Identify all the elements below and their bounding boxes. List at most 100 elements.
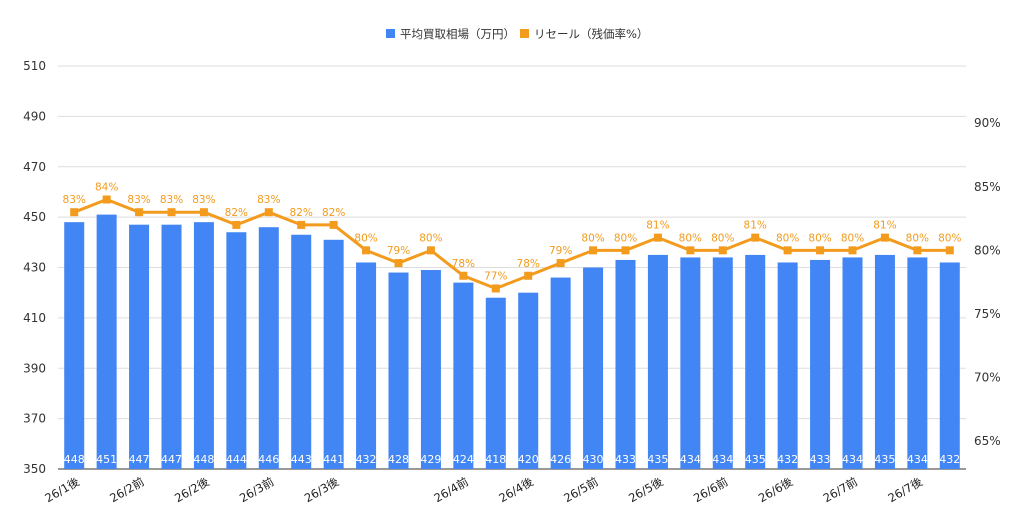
resale-point (653, 233, 662, 242)
bar-data-label: 448 (193, 453, 214, 466)
y-left-tick-label: 370 (23, 412, 46, 426)
resale-point (621, 246, 630, 255)
y-left-tick-label: 450 (23, 210, 46, 224)
bar (842, 257, 863, 469)
resale-data-label: 77% (484, 270, 507, 282)
bar-data-label: 435 (874, 453, 895, 466)
y-right-tick-label: 65% (974, 434, 1001, 448)
bar-data-label: 448 (64, 453, 85, 466)
bar-data-label: 443 (291, 453, 312, 466)
bar-data-label: 434 (712, 453, 733, 466)
resale-data-label: 80% (679, 232, 702, 244)
resale-point (167, 208, 176, 217)
resale-data-label: 80% (419, 232, 442, 244)
resale-point (297, 220, 306, 229)
resale-data-label: 82% (290, 207, 313, 219)
bar (453, 282, 474, 469)
resale-point (945, 246, 954, 255)
x-tick-label: 26/2前 (107, 474, 146, 505)
resale-point (459, 271, 468, 280)
resale-point (524, 271, 533, 280)
resale-data-label: 81% (744, 220, 767, 232)
x-tick-label: 26/5前 (561, 474, 600, 505)
y-right-tick-label: 70% (974, 370, 1001, 384)
resale-point (913, 246, 922, 255)
resale-point (394, 259, 403, 268)
bar-data-label: 434 (680, 453, 701, 466)
resale-data-label: 83% (257, 194, 280, 206)
resale-line (73, 197, 950, 290)
resale-point (329, 220, 338, 229)
resale-data-label: 83% (192, 194, 215, 206)
bar (193, 222, 214, 469)
bar-data-label: 444 (226, 453, 247, 466)
resale-data-label: 80% (354, 232, 377, 244)
bar (777, 262, 798, 469)
x-tick-label: 26/3前 (237, 474, 276, 505)
resale-point (491, 284, 500, 293)
resale-point (880, 233, 889, 242)
bar (96, 214, 117, 469)
resale-data-label: 80% (776, 232, 799, 244)
resale-data-label: 82% (322, 207, 345, 219)
x-tick-label: 26/7前 (821, 474, 860, 505)
resale-data-label: 83% (160, 194, 183, 206)
bar-data-label: 432 (777, 453, 798, 466)
bar-data-label: 451 (96, 453, 117, 466)
bar (583, 267, 604, 469)
bar-data-label: 447 (129, 453, 150, 466)
resale-data-label: 82% (225, 207, 248, 219)
bar (712, 257, 733, 469)
resale-point (102, 195, 111, 204)
bar (161, 224, 182, 469)
bar-data-label: 434 (842, 453, 863, 466)
bar (939, 262, 960, 469)
resale-data-label: 80% (938, 232, 961, 244)
y-right-tick-label: 90% (974, 116, 1001, 130)
bar (810, 259, 831, 469)
bar (64, 222, 85, 469)
resale-point (199, 208, 208, 217)
bar-data-label: 429 (420, 453, 441, 466)
bar (356, 262, 377, 469)
resale-data-label: 81% (873, 220, 896, 232)
bar-data-label: 430 (583, 453, 604, 466)
resale-data-label: 80% (581, 232, 604, 244)
resale-data-label: 80% (711, 232, 734, 244)
resale-point (135, 208, 144, 217)
bar (550, 277, 571, 469)
bar-data-label: 435 (647, 453, 668, 466)
y-right-tick-label: 80% (974, 243, 1001, 257)
resale-data-label: 83% (127, 194, 150, 206)
y-left-tick-label: 490 (23, 109, 46, 123)
bar-data-label: 420 (518, 453, 539, 466)
legend-marker (520, 29, 529, 38)
x-tick-label: 26/5後 (626, 474, 666, 505)
resale-data-label: 78% (452, 258, 475, 270)
bar-data-label: 424 (453, 453, 474, 466)
resale-point (783, 246, 792, 255)
x-tick-label: 26/2後 (172, 474, 212, 505)
bar (680, 257, 701, 469)
y-left-tick-label: 390 (23, 361, 46, 375)
resale-point (589, 246, 598, 255)
bar (485, 297, 506, 469)
x-tick-label: 26/6前 (691, 474, 730, 505)
resale-point (686, 246, 695, 255)
resale-point (556, 259, 565, 268)
bar (388, 272, 409, 469)
resale-data-label: 83% (63, 194, 86, 206)
x-tick-label: 26/1後 (42, 474, 82, 505)
resale-point (816, 246, 825, 255)
resale-point (264, 208, 273, 217)
resale-data-label: 80% (614, 232, 637, 244)
bar-data-label: 432 (356, 453, 377, 466)
resale-point (426, 246, 435, 255)
y-right-tick-label: 85% (974, 180, 1001, 194)
resale-point (751, 233, 760, 242)
resale-point (232, 220, 241, 229)
bar-data-label: 428 (388, 453, 409, 466)
resale-data-label: 84% (95, 181, 118, 193)
bar-data-label: 433 (810, 453, 831, 466)
